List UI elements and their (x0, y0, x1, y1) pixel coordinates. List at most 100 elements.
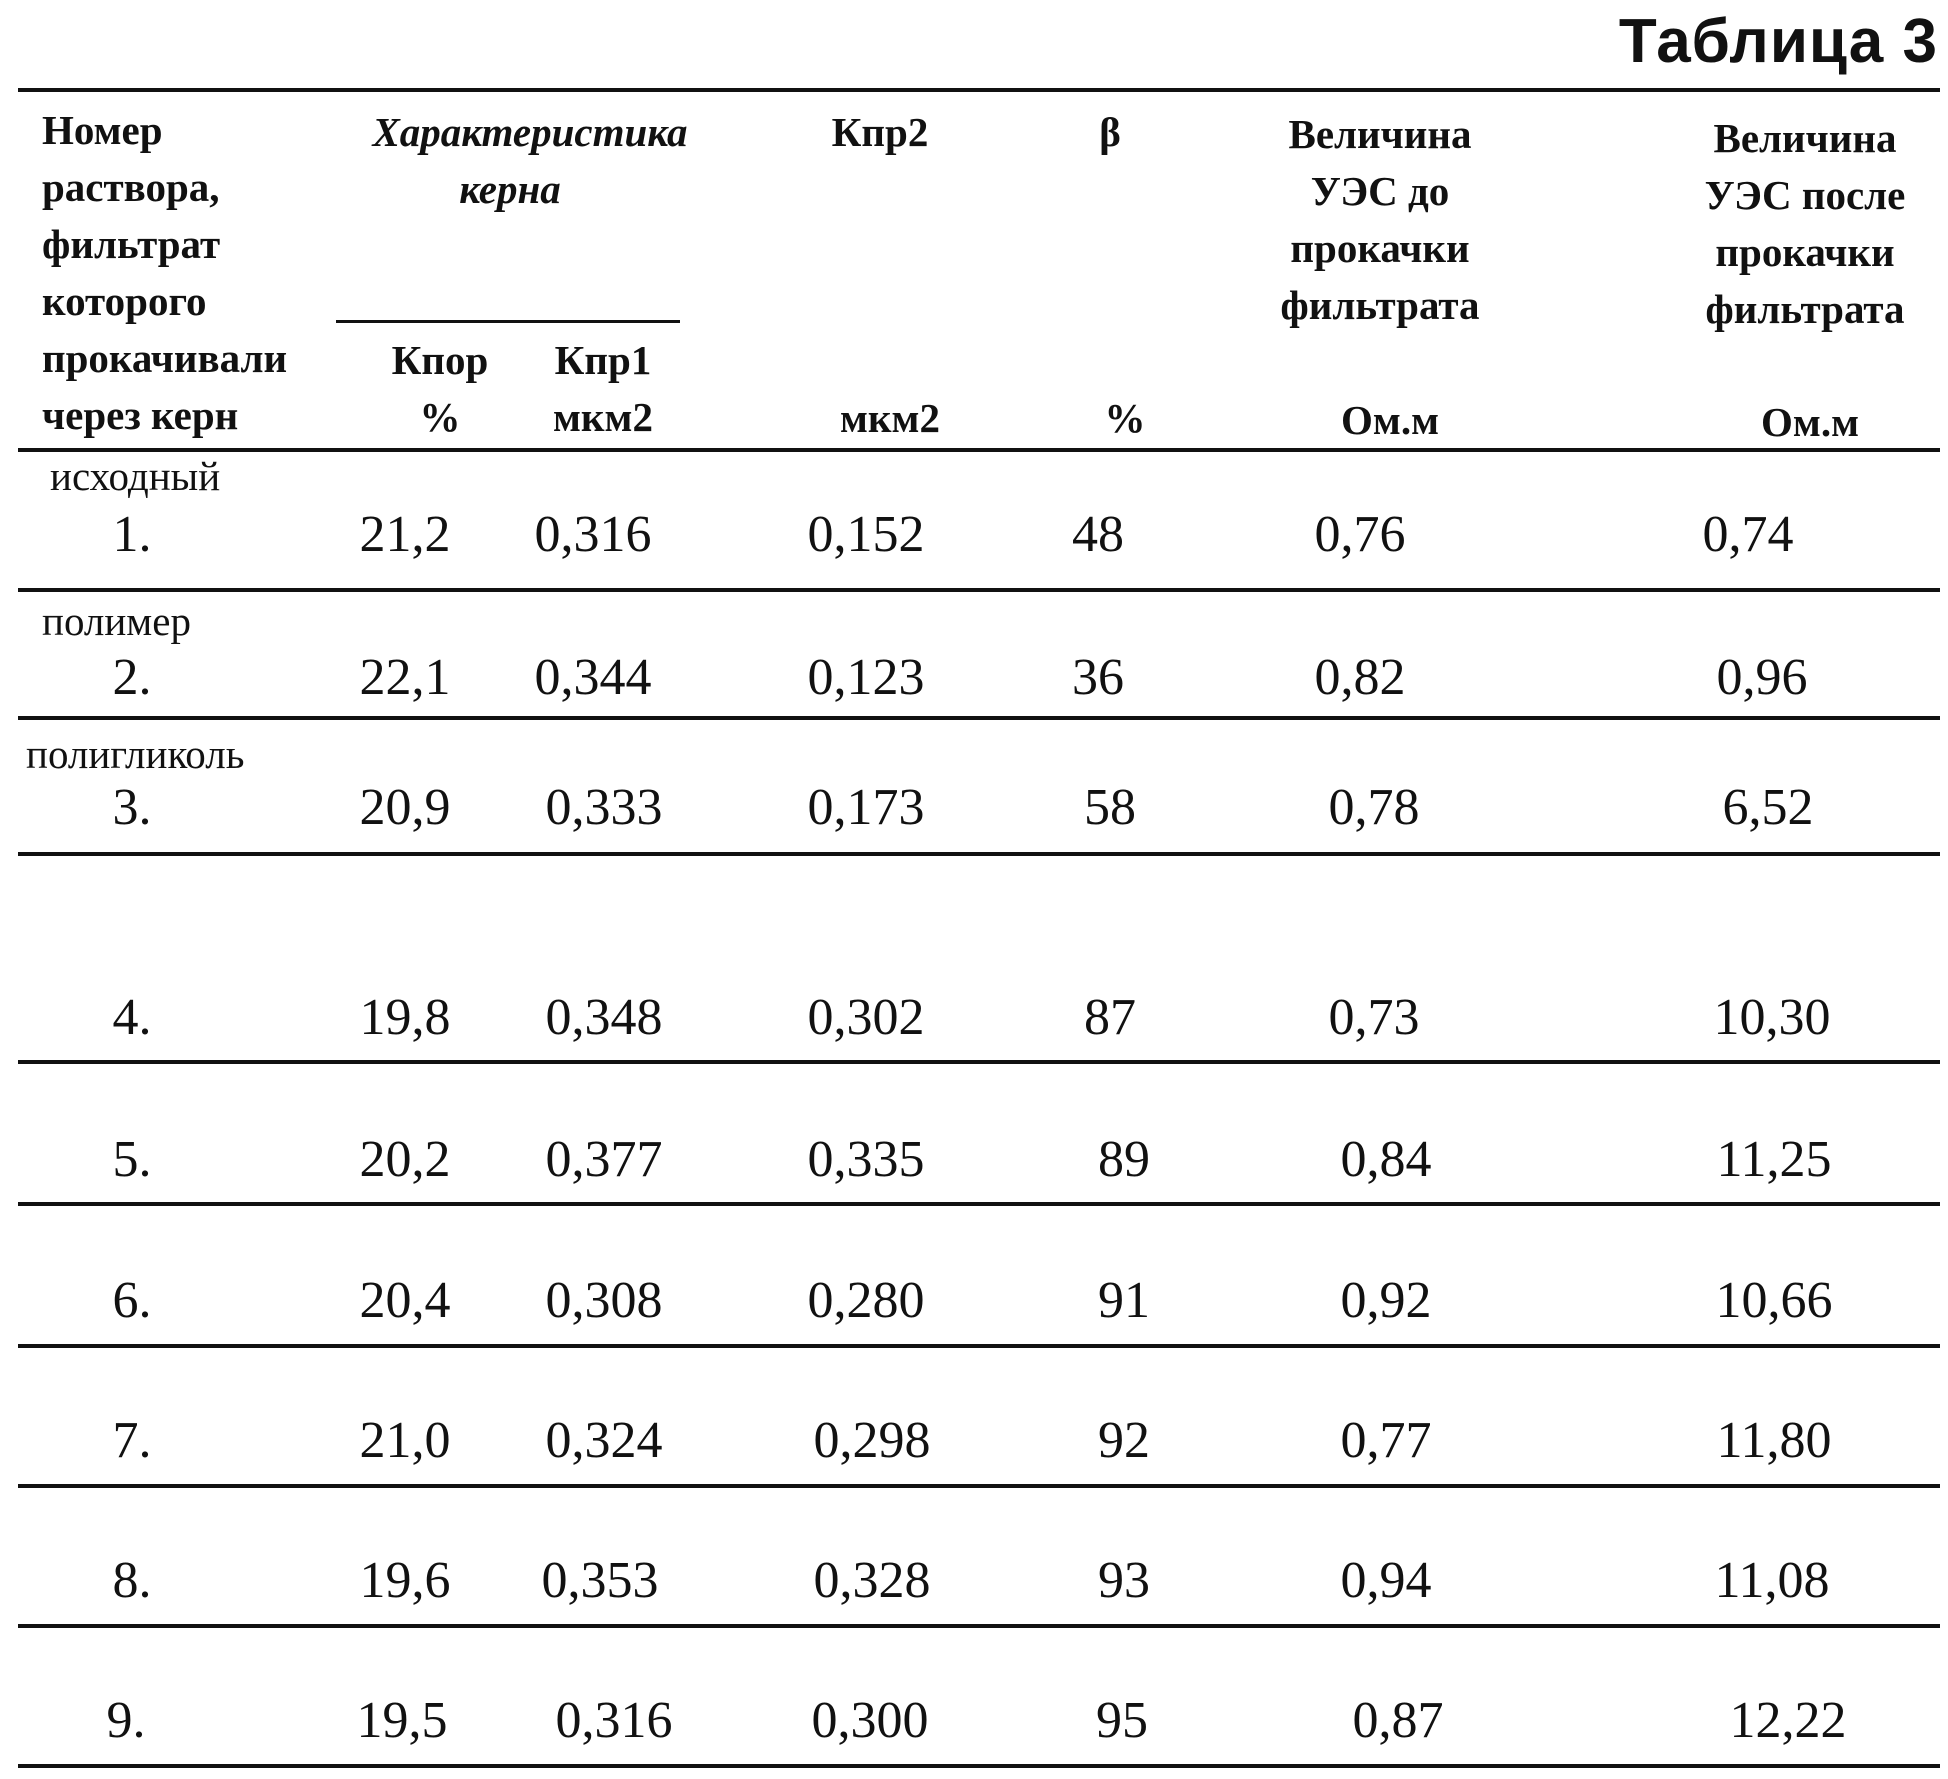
cell-ues-after: 11,80 (1716, 1411, 1831, 1470)
row-divider (18, 716, 1940, 720)
header-ues-after-line: УЭС после (1660, 167, 1948, 224)
header-kpor-label: Кпор (370, 332, 510, 389)
row-number: 1. (113, 505, 152, 564)
row-label: полигликоль (26, 730, 244, 778)
header-col-solution-line: раствора, (42, 159, 287, 216)
cell-kpr1: 0,308 (546, 1271, 663, 1330)
row-number: 3. (113, 778, 152, 837)
header-kpor-unit: % (370, 389, 510, 446)
header-col-solution-line: которого (42, 273, 287, 330)
header-core-group-line: керна (300, 161, 720, 218)
cell-kpr1: 0,353 (542, 1551, 659, 1610)
row-divider (18, 588, 1940, 592)
cell-ues-after: 0,96 (1717, 648, 1808, 707)
cell-kpr2: 0,302 (808, 988, 925, 1047)
cell-ues-after: 12,22 (1730, 1691, 1847, 1750)
cell-kpr1: 0,344 (535, 648, 652, 707)
cell-ues-after: 11,08 (1714, 1551, 1829, 1610)
row-number: 7. (113, 1411, 152, 1470)
header-ues-after-line: прокачки (1660, 224, 1948, 281)
header-col-solution-line: Номер (42, 102, 287, 159)
cell-kpr2: 0,280 (808, 1271, 925, 1330)
header-bottom-rule (18, 448, 1940, 452)
cell-kpr2: 0,298 (814, 1411, 931, 1470)
cell-ues-before: 0,73 (1329, 988, 1420, 1047)
header-kpr2-unit: мкм2 (810, 390, 970, 447)
cell-ues-before: 0,94 (1341, 1551, 1432, 1610)
header-ues-before-line: прокачки (1240, 220, 1520, 277)
header-ues-before-line: УЭС до (1240, 163, 1520, 220)
cell-kpr1: 0,333 (546, 778, 663, 837)
cell-ues-before: 0,82 (1315, 648, 1406, 707)
header-beta: β (1070, 104, 1150, 161)
header-kpor: Кпор % (370, 332, 510, 446)
cell-kpor: 20,9 (360, 778, 451, 837)
header-kpr1-unit: мкм2 (528, 389, 678, 446)
row-label: полимер (42, 597, 191, 645)
cell-beta: 95 (1096, 1691, 1148, 1750)
header-ues-before-line: Величина (1240, 106, 1520, 163)
cell-kpr1: 0,316 (556, 1691, 673, 1750)
cell-beta: 91 (1098, 1271, 1150, 1330)
row-number: 6. (113, 1271, 152, 1330)
cell-kpor: 20,4 (360, 1271, 451, 1330)
row-divider (18, 1624, 1940, 1628)
core-group-rule (336, 320, 680, 323)
header-col-solution: Номер раствора, фильтрат которого прокач… (42, 102, 287, 444)
row-divider (18, 1484, 1940, 1488)
row-number: 5. (113, 1130, 152, 1189)
cell-kpor: 19,5 (357, 1691, 448, 1750)
cell-kpor: 21,0 (360, 1411, 451, 1470)
row-number: 8. (113, 1551, 152, 1610)
cell-kpr2: 0,335 (808, 1130, 925, 1189)
cell-ues-after: 10,30 (1714, 988, 1831, 1047)
cell-ues-before: 0,92 (1341, 1271, 1432, 1330)
cell-kpr1: 0,316 (535, 505, 652, 564)
header-core-group-line: Характеристика (340, 104, 720, 161)
cell-ues-after: 0,74 (1703, 505, 1794, 564)
cell-ues-after: 11,25 (1716, 1130, 1831, 1189)
cell-kpor: 22,1 (360, 648, 451, 707)
cell-beta: 92 (1098, 1411, 1150, 1470)
table-title: Таблица 3 (1619, 6, 1938, 77)
header-col-solution-line: фильтрат (42, 216, 287, 273)
header-ues-after-unit: Ом.м (1665, 394, 1948, 451)
cell-kpr1: 0,324 (546, 1411, 663, 1470)
cell-beta: 89 (1098, 1130, 1150, 1189)
cell-kpr2: 0,173 (808, 778, 925, 837)
row-number: 2. (113, 648, 152, 707)
row-label: исходный (50, 452, 220, 500)
header-beta-unit: % (1085, 390, 1165, 447)
header-ues-after: Величина УЭС после прокачки фильтрата (1660, 110, 1948, 338)
header-col-solution-line: через керн (42, 387, 287, 444)
cell-beta: 36 (1072, 648, 1124, 707)
cell-beta: 93 (1098, 1551, 1150, 1610)
header-kpr1: Кпр1 мкм2 (528, 332, 678, 446)
cell-kpr2: 0,328 (814, 1551, 931, 1610)
row-divider (18, 852, 1940, 856)
cell-ues-before: 0,76 (1315, 505, 1406, 564)
row-number: 4. (113, 988, 152, 1047)
cell-kpr2: 0,300 (812, 1691, 929, 1750)
cell-ues-after: 6,52 (1723, 778, 1814, 837)
cell-kpr2: 0,123 (808, 648, 925, 707)
cell-kpor: 19,6 (360, 1551, 451, 1610)
cell-kpr1: 0,348 (546, 988, 663, 1047)
header-ues-before: Величина УЭС до прокачки фильтрата (1240, 106, 1520, 334)
cell-beta: 58 (1084, 778, 1136, 837)
cell-kpor: 21,2 (360, 505, 451, 564)
header-ues-after-line: Величина (1660, 110, 1948, 167)
table-top-rule (18, 88, 1940, 92)
header-ues-before-line: фильтрата (1240, 277, 1520, 334)
header-col-solution-line: прокачивали (42, 330, 287, 387)
cell-kpr2: 0,152 (808, 505, 925, 564)
header-ues-after-line: фильтрата (1660, 281, 1948, 338)
cell-kpr1: 0,377 (546, 1130, 663, 1189)
header-ues-before-unit: Ом.м (1250, 392, 1530, 449)
header-kpr1-label: Кпр1 (528, 332, 678, 389)
row-divider (18, 1060, 1940, 1064)
table-bottom-rule (18, 1764, 1940, 1768)
cell-ues-before: 0,84 (1341, 1130, 1432, 1189)
header-core-group: Характеристика керна (340, 104, 720, 218)
row-divider (18, 1344, 1940, 1348)
